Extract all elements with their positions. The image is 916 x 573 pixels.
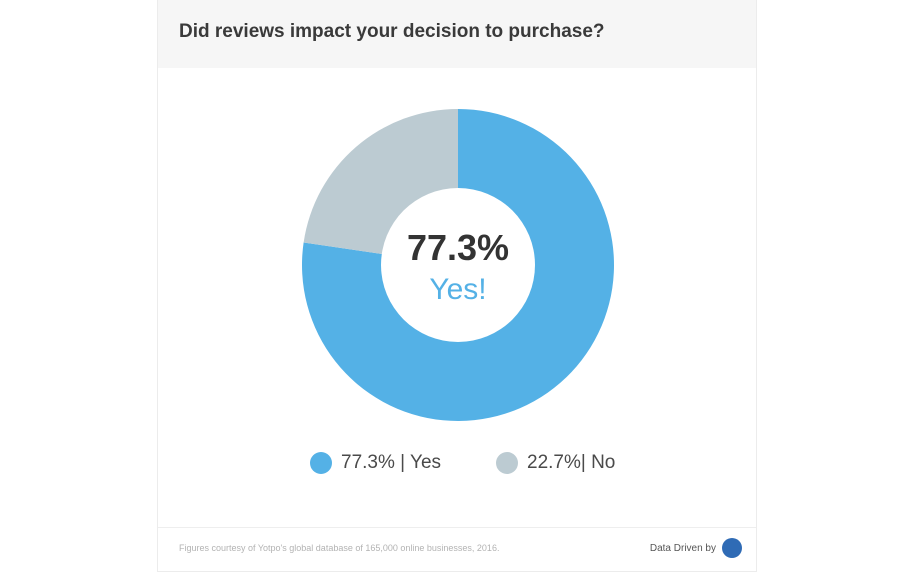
chart-card: Did reviews impact your decision to purc… xyxy=(157,0,757,572)
center-value: 77.3% xyxy=(407,227,509,268)
footer-divider xyxy=(158,527,756,528)
brand-credit: Data Driven by xyxy=(650,538,742,558)
legend-swatch-yes xyxy=(310,452,332,474)
center-label: Yes! xyxy=(429,273,486,306)
legend-label-no: 22.7%| No xyxy=(527,452,616,473)
legend-item-yes: 77.3% | Yes xyxy=(310,452,441,474)
brand-label: Data Driven by xyxy=(649,542,716,554)
chart-title: Did reviews impact your decision to purc… xyxy=(179,21,605,42)
yotpo-logo-icon xyxy=(722,538,742,558)
donut-chart: 77.3% Yes! xyxy=(302,109,614,421)
chart-legend: 77.3% | Yes 22.7%| No xyxy=(158,452,756,482)
legend-label-yes: 77.3% | Yes xyxy=(341,452,442,473)
footnote: Figures courtesy of Yotpo's global datab… xyxy=(179,543,500,553)
card-header: Did reviews impact your decision to purc… xyxy=(158,0,756,68)
legend-item-no: 22.7%| No xyxy=(496,452,615,474)
legend-swatch-no xyxy=(496,452,518,474)
donut-hole xyxy=(381,188,535,342)
